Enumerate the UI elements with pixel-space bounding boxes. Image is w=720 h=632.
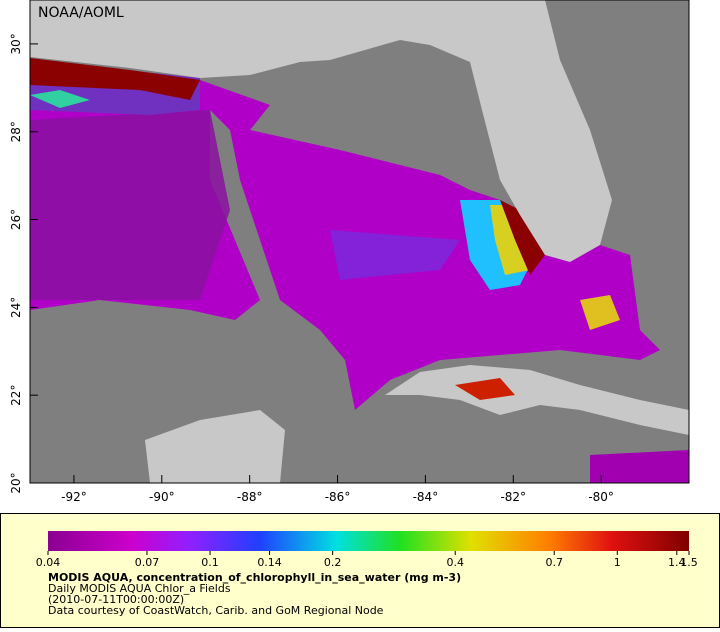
colorbar-tick-label: 0.07 [135, 556, 160, 569]
y-tick-label: 22° [9, 385, 23, 406]
y-tick-label: 26° [9, 209, 23, 230]
chlorophyll-swath [590, 450, 689, 483]
colorbar-tick-label: 0.2 [324, 556, 342, 569]
chlorophyll-swath [330, 230, 460, 280]
chlorophyll-swath [30, 110, 230, 300]
land [385, 365, 689, 435]
axes: -92° -90° -88° -86° -84° -82° -80° 20° 22° 24° 26°… [9, 33, 614, 504]
colorbar-tick-label: 1.5 [680, 556, 698, 569]
colorbar-tick-label: 0.1 [201, 556, 219, 569]
x-tick-label: -80° [588, 490, 614, 504]
colorbar-ticks: 0.04 0.07 0.1 0.14 0.2 0.4 0.7 1 1.41.5 [36, 551, 698, 569]
land [145, 410, 285, 483]
x-tick-label: -84° [413, 490, 439, 504]
y-tick-label: 24° [9, 297, 23, 318]
info-line: Data courtesy of CoastWatch, Carib. and … [48, 604, 384, 617]
chlorophyll-swath [580, 295, 620, 330]
y-tick-label: 30° [9, 33, 23, 54]
x-tick-label: -92° [61, 490, 87, 504]
map-frame [29, 0, 690, 484]
chlorophyll-swath [30, 58, 200, 100]
x-tick-label: -90° [149, 490, 175, 504]
x-tick-label: -88° [237, 490, 263, 504]
chlorophyll-swath [500, 200, 545, 275]
y-tick-label: 28° [9, 121, 23, 142]
colorbar-tick-label: 1 [614, 556, 621, 569]
credit: NOAA/AOML [38, 5, 124, 21]
chlorophyll-swath [490, 205, 530, 275]
colorbar-title: MODIS AQUA, concentration_of_chlorophyll… [48, 571, 461, 584]
y-tick-label: 20° [9, 472, 23, 493]
land [30, 0, 612, 262]
chlorophyll-swath [30, 90, 90, 108]
colorbar-tick-label: 1.4 [668, 556, 686, 569]
colorbar [48, 531, 689, 551]
info-line: (2010-07-11T00:00:00Z) [48, 593, 184, 606]
colorbar-tick-label: 0.14 [257, 556, 282, 569]
chlorophyll-swath [455, 378, 515, 400]
x-tick-label: -86° [325, 490, 351, 504]
colorbar-tick-label: 0.04 [36, 556, 61, 569]
colorbar-tick-label: 0.7 [545, 556, 563, 569]
info-line: Daily MODIS AQUA Chlor_a Fields [48, 582, 231, 595]
x-tick-label: -82° [500, 490, 526, 504]
colorbar-tick-label: 0.4 [446, 556, 464, 569]
map: NOAA/AOML [29, 0, 690, 484]
